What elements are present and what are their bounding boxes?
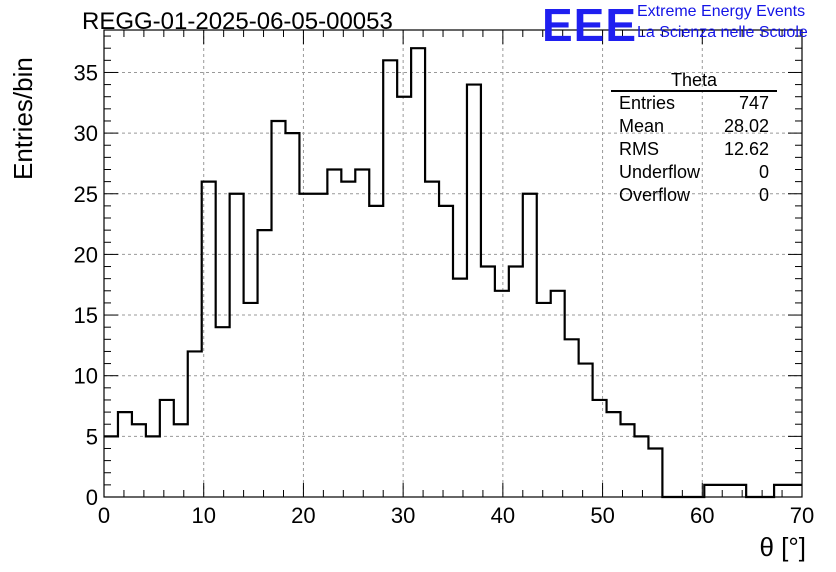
histogram-bin xyxy=(788,485,802,497)
histogram-bin xyxy=(453,279,467,497)
histogram-bin xyxy=(132,424,146,497)
histogram-bin xyxy=(397,97,411,497)
histogram-bin xyxy=(425,182,439,497)
histogram-bin xyxy=(537,303,551,497)
histogram-bin xyxy=(258,230,272,497)
stats-row-underflow: Underflow 0 xyxy=(611,161,777,184)
histogram-bin xyxy=(313,194,327,497)
histogram-bin xyxy=(216,327,230,497)
stats-value: 747 xyxy=(738,93,769,113)
stats-title: Theta xyxy=(611,70,777,92)
histogram-bin xyxy=(174,424,188,497)
eee-logo: EEE xyxy=(542,0,638,51)
histogram-bin xyxy=(774,485,788,497)
y-tick-label: 25 xyxy=(74,182,98,207)
stats-value: 0 xyxy=(758,185,769,205)
y-tick-label: 10 xyxy=(74,364,98,389)
histogram-bin xyxy=(648,448,662,497)
y-tick-label: 5 xyxy=(86,424,98,449)
histogram-bin xyxy=(607,412,621,497)
stats-row-rms: RMS 12.62 xyxy=(611,138,777,161)
histogram-bin xyxy=(621,424,635,497)
stats-label: Mean xyxy=(619,116,665,136)
histogram-bin xyxy=(509,267,523,497)
stats-row-entries: Entries 747 xyxy=(611,92,777,115)
histogram-bin xyxy=(718,485,732,497)
x-tick-label: 30 xyxy=(391,503,415,528)
stats-box: Theta Entries 747 Mean 28.02 RMS 12.62 U… xyxy=(611,70,777,207)
logo-line-1: Extreme Energy Events xyxy=(637,3,806,20)
x-tick-label: 60 xyxy=(690,503,714,528)
y-tick-label: 15 xyxy=(74,303,98,328)
logo-line-2: La Scienza nelle Scuole xyxy=(637,24,808,41)
histogram-bin xyxy=(299,194,313,497)
x-tick-label: 40 xyxy=(491,503,515,528)
stats-row-overflow: Overflow 0 xyxy=(611,184,777,207)
histogram-bin xyxy=(369,206,383,497)
histogram-bin xyxy=(467,85,481,497)
plot-frame xyxy=(103,29,803,498)
histogram-bin xyxy=(188,351,202,497)
y-tick-label: 35 xyxy=(74,60,98,85)
x-tick-label: 20 xyxy=(291,503,315,528)
histogram-bin xyxy=(732,485,746,497)
histogram-bin xyxy=(160,400,174,497)
histogram-outline xyxy=(104,47,802,499)
stats-value: 12.62 xyxy=(723,139,769,159)
histogram-bin xyxy=(146,436,160,497)
histogram-bin xyxy=(634,436,648,497)
x-tick-label: 10 xyxy=(191,503,215,528)
y-tick-label: 0 xyxy=(86,485,98,510)
y-tick-label: 20 xyxy=(74,242,98,267)
stats-label: Overflow xyxy=(619,185,691,205)
histogram-bin xyxy=(272,121,286,497)
stats-value: 28.02 xyxy=(723,116,769,136)
histogram-bin xyxy=(341,182,355,497)
stats-value: 0 xyxy=(758,162,769,182)
x-tick-label: 0 xyxy=(98,503,110,528)
histogram-bin xyxy=(202,182,216,497)
x-tick-label: 70 xyxy=(790,503,814,528)
stats-label: Underflow xyxy=(619,162,701,182)
x-tick-label: 50 xyxy=(590,503,614,528)
y-tick-label: 30 xyxy=(74,121,98,146)
histogram-bin xyxy=(495,291,509,497)
y-axis-label: Entries/bin xyxy=(8,57,38,180)
histogram-bin xyxy=(565,339,579,497)
histogram-bin xyxy=(579,364,593,497)
histogram-bin xyxy=(383,60,397,497)
histogram-bin xyxy=(411,48,425,497)
histogram-bin xyxy=(285,133,299,497)
histogram-bin xyxy=(704,485,718,497)
stats-label: Entries xyxy=(619,93,676,113)
histogram-bin xyxy=(439,206,453,497)
stats-row-mean: Mean 28.02 xyxy=(611,115,777,138)
stats-label: RMS xyxy=(619,139,659,159)
histogram-bin xyxy=(327,169,341,497)
histogram-bin xyxy=(551,291,565,497)
histogram-bin xyxy=(230,194,244,497)
histogram-bin xyxy=(481,267,495,497)
histogram-bin xyxy=(118,412,132,497)
histogram-bin xyxy=(523,194,537,497)
histogram-bin xyxy=(244,303,258,497)
histogram-bin xyxy=(355,169,369,497)
chart-title: REGG-01-2025-06-05-00053 xyxy=(82,8,393,35)
x-axis-label: θ [°] xyxy=(759,532,806,562)
histogram-bin xyxy=(593,400,607,497)
histogram-bin xyxy=(104,436,118,497)
